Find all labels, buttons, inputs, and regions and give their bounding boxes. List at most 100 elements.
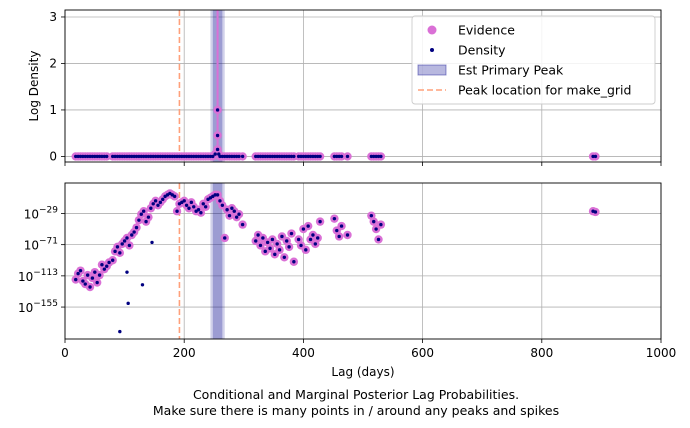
- density-point: [265, 240, 270, 245]
- y-tick-label: 3: [49, 10, 57, 24]
- density-point: [296, 237, 301, 242]
- density-point: [151, 202, 155, 206]
- y-tick-label: 10−71: [24, 237, 58, 253]
- density-point: [379, 222, 383, 227]
- density-point: [158, 200, 163, 205]
- density-point: [139, 212, 143, 216]
- density-point: [311, 233, 315, 237]
- density-point: [199, 211, 203, 215]
- density-point: [369, 154, 374, 159]
- density-point: [115, 154, 120, 159]
- density-point: [127, 243, 132, 248]
- density-point: [102, 267, 107, 271]
- density-point: [172, 194, 177, 199]
- density-point: [74, 154, 78, 159]
- density-point: [132, 154, 136, 159]
- density-point: [292, 260, 296, 264]
- density-point: [275, 242, 279, 246]
- density-point: [339, 154, 344, 159]
- axes-frame: [64, 182, 662, 340]
- density-point: [150, 240, 154, 245]
- density-point: [122, 154, 127, 159]
- density-point: [97, 154, 102, 159]
- density-point: [285, 154, 289, 159]
- density-point: [237, 154, 241, 159]
- density-point: [141, 154, 146, 159]
- density-point: [213, 193, 217, 197]
- density-point: [218, 154, 222, 159]
- density-point: [175, 209, 179, 213]
- density-point: [275, 154, 279, 159]
- density-point: [88, 154, 92, 159]
- density-point: [184, 203, 189, 207]
- density-point: [153, 154, 158, 159]
- density-point: [187, 206, 191, 210]
- density-point: [265, 154, 270, 159]
- density-point: [156, 154, 160, 159]
- density-point: [372, 154, 376, 159]
- density-point: [76, 271, 80, 276]
- density-point: [335, 228, 339, 233]
- density-point: [149, 154, 153, 159]
- density-point: [215, 133, 220, 138]
- x-tick-label: 800: [530, 346, 553, 360]
- density-point: [180, 154, 184, 159]
- density-point: [196, 154, 201, 159]
- density-point: [156, 203, 160, 207]
- density-point: [192, 205, 196, 209]
- density-point: [107, 260, 111, 265]
- density-point: [118, 329, 122, 334]
- y-tick-label: 0: [49, 149, 57, 163]
- density-point: [78, 154, 83, 159]
- density-point: [105, 154, 109, 159]
- y-tick-label: 1: [49, 103, 57, 117]
- density-point: [81, 279, 85, 283]
- axes-frame: [64, 9, 662, 163]
- density-point: [203, 205, 208, 209]
- density-point: [130, 233, 134, 237]
- density-point: [273, 154, 277, 159]
- density-point: [83, 282, 87, 286]
- density-point: [376, 237, 381, 242]
- density-point: [100, 263, 104, 267]
- x-tick-label: 0: [61, 346, 69, 360]
- density-point: [132, 230, 136, 234]
- bottom-panel: 10−155 10−113 10−71 10−29 0 200 400 600 800 1000 L…: [18, 182, 676, 379]
- density-point: [88, 285, 92, 289]
- density-point: [192, 154, 196, 159]
- density-point: [130, 154, 134, 159]
- density-point: [591, 154, 595, 159]
- density-point: [140, 283, 145, 287]
- density-point: [105, 264, 109, 268]
- density-point: [141, 209, 146, 213]
- density-point: [280, 154, 284, 159]
- density-point: [376, 154, 381, 159]
- density-point: [313, 242, 318, 246]
- legend-evidence-marker: [427, 25, 437, 35]
- density-point: [177, 154, 182, 159]
- density-point: [230, 206, 234, 210]
- density-point: [144, 219, 148, 224]
- density-point: [268, 246, 272, 251]
- density-point: [345, 233, 350, 237]
- density-point: [85, 273, 90, 277]
- density-point: [258, 243, 263, 248]
- legend-band-swatch: [417, 64, 447, 76]
- density-point: [194, 154, 198, 159]
- density-point: [225, 154, 229, 159]
- legend-density-marker: [430, 48, 434, 52]
- density-point: [208, 154, 213, 159]
- density-point: [211, 154, 215, 159]
- density-point: [83, 154, 87, 159]
- density-point: [118, 154, 122, 159]
- density-point: [151, 154, 155, 159]
- density-point: [240, 222, 245, 227]
- density-point: [115, 245, 120, 249]
- density-point: [339, 224, 344, 228]
- density-point: [261, 154, 265, 159]
- y-tick-label: 10−29: [24, 205, 59, 221]
- density-point: [215, 193, 220, 197]
- density-point: [261, 236, 265, 240]
- density-point: [254, 239, 258, 243]
- density-point: [97, 273, 102, 277]
